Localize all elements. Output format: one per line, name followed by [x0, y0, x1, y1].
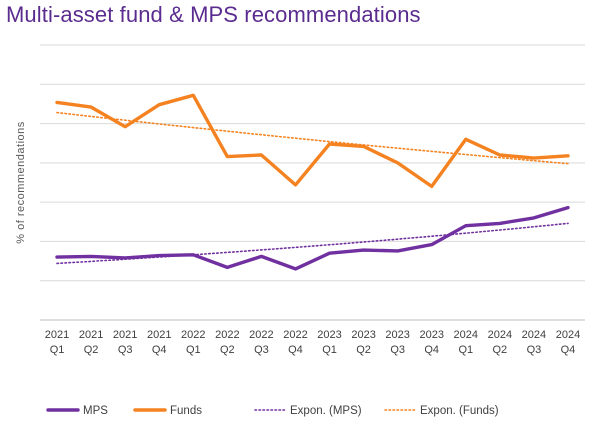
x-tick-year: 2021 — [147, 329, 171, 341]
x-tick-quarter: Q1 — [458, 344, 473, 356]
trendlines — [56, 111, 569, 265]
x-tick-year: 2021 — [113, 329, 137, 341]
x-tick-quarter: Q3 — [390, 344, 405, 356]
x-tick-year: 2021 — [45, 329, 69, 341]
legend-label: Expon. (Funds) — [420, 405, 499, 417]
x-tick-quarter: Q3 — [118, 344, 133, 356]
x-tick-quarter: Q2 — [356, 344, 371, 356]
x-tick-year: 2023 — [351, 329, 375, 341]
x-tick-year: 2022 — [215, 329, 239, 341]
x-tick-quarter: Q4 — [424, 344, 439, 356]
x-tick-quarter: Q4 — [288, 344, 303, 356]
x-tick-year: 2022 — [181, 329, 205, 341]
x-tick-year: 2024 — [556, 329, 580, 341]
legend-label: Funds — [170, 405, 202, 417]
gridlines — [40, 44, 585, 321]
x-tick-quarter: Q1 — [186, 344, 201, 356]
x-tick-year: 2023 — [317, 329, 341, 341]
legend-item-expon-funds: Expon. (Funds) — [384, 405, 499, 417]
x-tick-quarter: Q4 — [152, 344, 167, 356]
legend-item-mps: MPS — [46, 405, 108, 417]
legend-item-expon-mps: Expon. (MPS) — [254, 405, 362, 417]
legend-item-funds: Funds — [133, 405, 202, 417]
x-tick-year: 2023 — [419, 329, 443, 341]
x-tick-quarter: Q1 — [322, 344, 337, 356]
x-tick-quarter: Q3 — [254, 344, 269, 356]
trendline-expon-funds — [56, 111, 569, 165]
x-tick-year: 2022 — [249, 329, 273, 341]
x-tick-quarter: Q3 — [527, 344, 542, 356]
chart-title: Multi-asset fund & MPS recommendations — [6, 2, 421, 27]
x-tick-year: 2024 — [488, 329, 512, 341]
legend-label: Expon. (MPS) — [290, 405, 362, 417]
x-tick-quarter: Q1 — [50, 344, 65, 356]
x-tick-quarter: Q2 — [493, 344, 508, 356]
legend: MPS Funds Expon. (MPS) Expon. (Funds) — [46, 405, 499, 417]
x-tick-quarter: Q2 — [220, 344, 235, 356]
x-tick-year: 2022 — [283, 329, 307, 341]
x-tick-year: 2024 — [522, 329, 546, 341]
x-tick-year: 2024 — [454, 329, 478, 341]
x-tick-quarter: Q2 — [84, 344, 99, 356]
series-line-funds — [55, 93, 570, 189]
series-line-mps — [55, 205, 570, 271]
x-axis-ticks: 2021 Q1 2021 Q2 2021 Q3 2021 Q4 2022 Q1 2022 Q2 2022… — [45, 329, 580, 356]
x-tick-year: 2023 — [385, 329, 409, 341]
y-axis-label: % of recommendations — [15, 121, 27, 244]
x-tick-quarter: Q4 — [561, 344, 576, 356]
series-lines — [55, 93, 570, 271]
legend-label: MPS — [83, 405, 108, 417]
x-tick-year: 2021 — [79, 329, 103, 341]
